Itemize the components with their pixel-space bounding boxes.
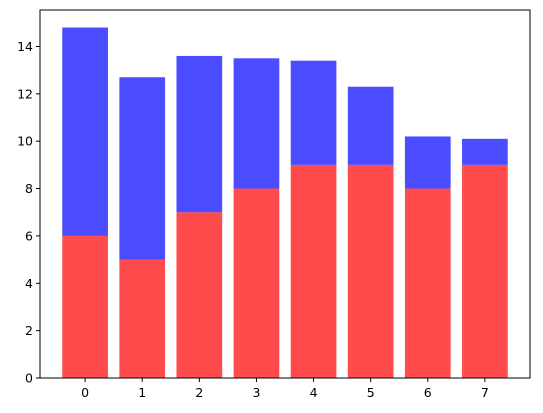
bar-series-0-cat-6 — [404, 188, 451, 378]
y-axis-ticks: 0 2 4 6 8 10 12 14 — [17, 39, 40, 386]
bar-series-0-cat-3 — [233, 188, 280, 378]
x-axis-ticks: 0 1 2 3 4 5 6 7 — [81, 378, 489, 400]
bar-series-0-cat-2 — [176, 212, 223, 378]
y-tick-label: 12 — [17, 86, 33, 101]
bar-series-0-cat-5 — [347, 164, 394, 378]
bar-series-0-cat-7 — [462, 164, 508, 378]
bar-series-1-cat-0 — [62, 27, 108, 236]
x-tick-label: 7 — [481, 385, 489, 400]
y-tick-label: 0 — [25, 371, 33, 386]
bar-series-0-cat-0 — [62, 235, 108, 378]
bar-series-1-cat-7 — [462, 138, 508, 165]
y-tick-label: 6 — [25, 228, 33, 243]
y-tick-label: 10 — [17, 134, 33, 149]
x-tick-label: 6 — [424, 385, 432, 400]
x-tick-label: 2 — [195, 385, 203, 400]
bar-series-1-cat-3 — [233, 58, 280, 189]
bar-series-1-cat-2 — [176, 55, 223, 213]
bar-series-0-cat-4 — [290, 164, 337, 378]
bar-series-1-cat-4 — [290, 60, 337, 165]
plot-frame — [39, 9, 531, 379]
x-tick-label: 4 — [310, 385, 318, 400]
y-tick-label: 8 — [25, 181, 33, 196]
x-tick-label: 5 — [367, 385, 375, 400]
bar-series-1-cat-1 — [119, 77, 166, 260]
x-tick-label: 0 — [81, 385, 89, 400]
x-tick-label: 1 — [138, 385, 146, 400]
bars-group — [62, 27, 508, 378]
y-tick-label: 4 — [25, 276, 33, 291]
y-tick-label: 2 — [25, 323, 33, 338]
bar-series-1-cat-5 — [347, 86, 394, 165]
x-tick-label: 3 — [252, 385, 260, 400]
y-tick-label: 14 — [17, 39, 33, 54]
bar-series-1-cat-6 — [404, 136, 451, 189]
bar-series-0-cat-1 — [119, 259, 166, 378]
